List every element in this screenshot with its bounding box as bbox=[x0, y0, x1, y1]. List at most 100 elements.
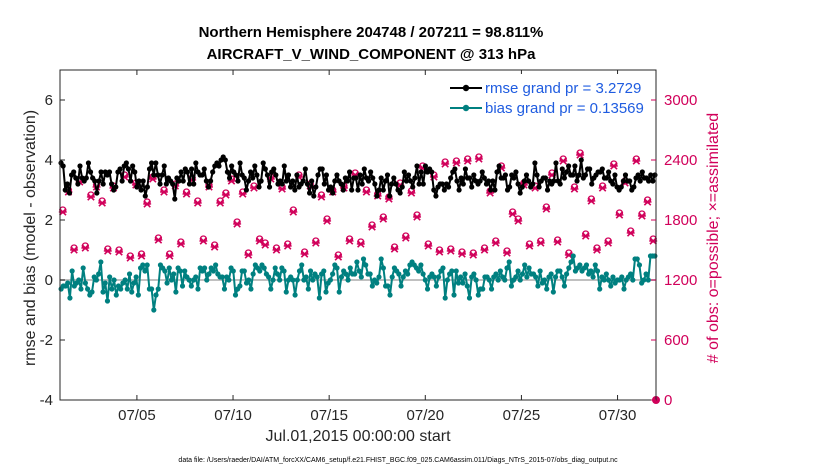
obs-assimilated-point bbox=[559, 157, 568, 165]
bias-point bbox=[107, 274, 113, 280]
y-tick-label-right: 2400 bbox=[664, 152, 697, 169]
rmse-point bbox=[391, 175, 397, 181]
rmse-point bbox=[456, 187, 462, 193]
obs-assimilated-point bbox=[576, 151, 585, 159]
bias-point bbox=[449, 268, 455, 274]
chart-title-line1: Northern Hemisphere 204748 / 207211 = 98… bbox=[199, 24, 544, 41]
bias-point bbox=[590, 274, 596, 280]
obs-assimilated-point bbox=[413, 213, 422, 221]
obs-assimilated-point bbox=[514, 217, 523, 225]
rmse-point bbox=[106, 169, 113, 175]
rmse-point bbox=[207, 178, 214, 184]
rmse-point bbox=[414, 163, 420, 169]
bias-point bbox=[126, 271, 133, 277]
bias-point bbox=[213, 262, 219, 268]
bias-point bbox=[352, 271, 358, 277]
obs-assimilated-point bbox=[508, 210, 517, 218]
rmse-point bbox=[576, 172, 582, 178]
bias-point bbox=[171, 271, 177, 277]
bias-point bbox=[517, 277, 523, 283]
bias-point bbox=[389, 274, 395, 280]
rmse-point bbox=[233, 172, 239, 178]
rmse-point bbox=[100, 181, 106, 187]
bias-point bbox=[636, 262, 643, 268]
bias-point bbox=[124, 286, 130, 292]
bias-point bbox=[564, 271, 570, 277]
bias-point bbox=[455, 280, 462, 286]
y-tick-label-left: 6 bbox=[45, 92, 53, 109]
bias-point bbox=[323, 289, 329, 295]
rmse-point bbox=[639, 169, 645, 175]
rmse-point bbox=[422, 163, 428, 169]
obs-assimilated-point bbox=[435, 248, 444, 256]
bias-point bbox=[336, 289, 342, 295]
obs-assimilated-point bbox=[536, 239, 545, 247]
bias-point bbox=[303, 274, 309, 280]
bias-point bbox=[80, 265, 86, 271]
obs-assimilated-point bbox=[193, 199, 202, 207]
bias-point bbox=[493, 271, 499, 277]
rmse-point bbox=[285, 172, 292, 178]
obs-assimilated-point bbox=[463, 157, 472, 165]
bias-point bbox=[100, 289, 106, 295]
bias-point bbox=[296, 268, 303, 274]
bias-point bbox=[268, 286, 274, 292]
rmse-point bbox=[431, 187, 437, 193]
rmse-point bbox=[224, 169, 231, 175]
rmse-point bbox=[433, 193, 439, 199]
bias-point bbox=[204, 277, 210, 283]
bias-point bbox=[266, 274, 272, 280]
bias-point bbox=[480, 286, 486, 292]
bias-point bbox=[283, 289, 289, 295]
rmse-point bbox=[620, 178, 626, 184]
rmse-point bbox=[94, 190, 100, 196]
obs-assimilated-point bbox=[199, 237, 208, 245]
obs-assimilated-point bbox=[103, 247, 112, 255]
bias-point bbox=[129, 289, 135, 295]
rmse-point bbox=[631, 184, 637, 190]
rmse-point bbox=[448, 175, 454, 181]
bias-point bbox=[142, 268, 148, 274]
rmse-point bbox=[283, 178, 289, 184]
rmse-point bbox=[290, 178, 296, 184]
obs-assimilated-point bbox=[272, 246, 281, 254]
bias-point bbox=[475, 292, 481, 298]
rmse-point bbox=[439, 181, 445, 187]
bias-point bbox=[173, 289, 179, 295]
rmse-point bbox=[346, 169, 353, 175]
bias-point bbox=[601, 277, 607, 283]
bias-point bbox=[363, 262, 369, 268]
rmse-point bbox=[155, 172, 161, 178]
rmse-point bbox=[376, 187, 382, 193]
bias-point bbox=[533, 274, 539, 280]
rmse-point bbox=[603, 175, 610, 181]
bias-point bbox=[226, 277, 232, 283]
rmse-point bbox=[311, 193, 317, 199]
bias-point bbox=[250, 271, 256, 277]
rmse-point bbox=[328, 184, 334, 190]
rmse-point bbox=[151, 172, 157, 178]
bias-point bbox=[131, 280, 137, 286]
rmse-point bbox=[646, 178, 652, 184]
rmse-point bbox=[553, 160, 559, 166]
bias-point bbox=[133, 274, 139, 280]
bias-point bbox=[519, 271, 526, 277]
rmse-point bbox=[551, 178, 557, 184]
rmse-point bbox=[201, 166, 207, 172]
rmse-point bbox=[288, 184, 294, 190]
rmse-point bbox=[393, 181, 399, 187]
bias-point bbox=[561, 283, 567, 289]
rmse-point bbox=[578, 157, 584, 163]
rmse-point bbox=[454, 178, 460, 184]
rmse-point bbox=[469, 184, 475, 190]
rmse-point bbox=[418, 169, 424, 175]
bias-point bbox=[310, 277, 316, 283]
bias-point bbox=[396, 271, 402, 277]
axis-ticks: 07/05 07/10 07/15 07/20 07/25 07/30 -4 -2 0 2 4 6 0 6… bbox=[40, 70, 697, 424]
plot-frame bbox=[59, 69, 657, 401]
rmse-point bbox=[380, 187, 386, 193]
rmse-point bbox=[260, 160, 266, 166]
bias-point bbox=[179, 283, 186, 289]
rmse-point bbox=[332, 178, 338, 184]
bias-point bbox=[109, 286, 115, 292]
